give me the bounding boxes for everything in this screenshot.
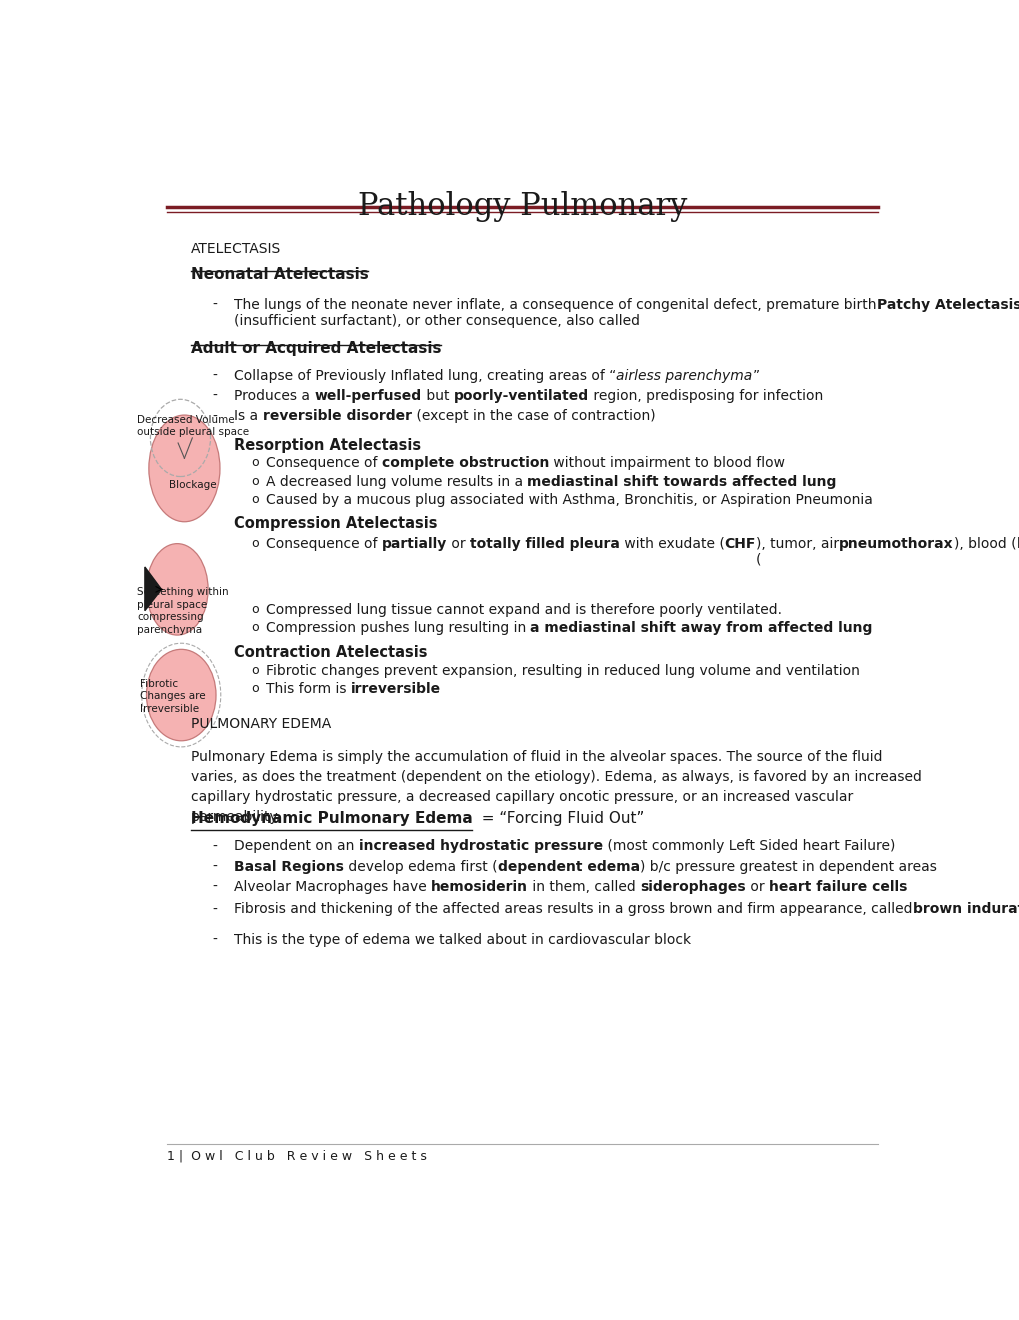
Text: Produces a: Produces a [234,389,314,403]
Text: Contraction Atelectasis: Contraction Atelectasis [234,645,427,660]
Text: = “Forcing Fluid Out”: = “Forcing Fluid Out” [472,810,644,826]
Text: Blockage: Blockage [168,479,216,490]
Text: -: - [212,859,217,874]
Text: o: o [252,602,259,615]
Text: ), tumor, air
(: ), tumor, air ( [755,536,839,566]
Text: -: - [212,297,217,312]
Text: Compressed lung tissue cannot expand and is therefore poorly ventilated.: Compressed lung tissue cannot expand and… [266,602,782,616]
Text: Fibrosis and thickening of the affected areas results in a gross brown and firm : Fibrosis and thickening of the affected … [234,903,912,933]
Text: This form is: This form is [266,682,351,696]
Text: This is the type of edema we talked about in cardiovascular block: This is the type of edema we talked abou… [234,933,691,946]
Text: -: - [212,368,217,383]
Text: ), blood (: ), blood ( [953,536,1016,550]
Text: -: - [212,880,217,894]
Text: partially: partially [381,536,446,550]
Text: dependent edema: dependent edema [497,859,639,874]
Text: Pathology Pulmonary: Pathology Pulmonary [358,191,687,222]
Text: -: - [212,840,217,854]
Text: or: or [745,880,768,894]
Text: PULMONARY EDEMA: PULMONARY EDEMA [191,718,331,731]
Text: Collapse of Previously Inflated lung, creating areas of “: Collapse of Previously Inflated lung, cr… [234,368,615,383]
Text: Consequence of: Consequence of [266,536,381,550]
Text: Compression pushes lung resulting in: Compression pushes lung resulting in [266,620,530,635]
Text: but: but [421,389,453,403]
Text: reversible disorder: reversible disorder [263,409,412,424]
Text: o: o [252,492,259,506]
Text: ATELECTASIS: ATELECTASIS [191,242,280,256]
Text: (most commonly Left Sided heart Failure): (most commonly Left Sided heart Failure) [602,840,895,854]
Text: o: o [252,457,259,469]
Text: ”: ” [752,368,759,383]
Text: CHF: CHF [725,536,755,550]
Text: o: o [252,682,259,694]
Text: -: - [212,933,217,946]
Text: Basal Regions: Basal Regions [234,859,343,874]
Text: Adult or Acquired Atelectasis: Adult or Acquired Atelectasis [191,342,441,356]
Text: brown induration.: brown induration. [912,903,1019,916]
Text: -: - [212,389,217,403]
Text: -: - [212,903,217,916]
Text: or: or [446,536,470,550]
Text: Decreased Volume
outside pleural space: Decreased Volume outside pleural space [137,414,249,437]
Text: Fibrotic changes prevent expansion, resulting in reduced lung volume and ventila: Fibrotic changes prevent expansion, resu… [266,664,859,677]
Text: ) b/c pressure greatest in dependent areas: ) b/c pressure greatest in dependent are… [639,859,935,874]
Text: totally filled pleura: totally filled pleura [470,536,620,550]
Text: a mediastinal shift away from affected lung: a mediastinal shift away from affected l… [530,620,872,635]
Text: Alveolar Macrophages have: Alveolar Macrophages have [234,880,431,894]
Text: pneumothorax: pneumothorax [839,536,953,550]
Text: complete obstruction: complete obstruction [381,457,548,470]
Text: Patchy Atelectasis: Patchy Atelectasis [876,297,1019,312]
Text: hemothorax: hemothorax [1016,536,1019,550]
Ellipse shape [147,544,208,635]
Text: o: o [252,620,259,634]
Text: Dependent on an: Dependent on an [234,840,359,854]
Text: Compression Atelectasis: Compression Atelectasis [234,516,437,531]
Text: increased hydrostatic pressure: increased hydrostatic pressure [359,840,602,854]
Text: heart failure cells: heart failure cells [768,880,907,894]
Text: o: o [252,536,259,549]
Text: Neonatal Atelectasis: Neonatal Atelectasis [191,267,368,282]
Text: poorly-ventilated: poorly-ventilated [453,389,588,403]
Text: Something within
pleural space
compressing
parenchyma: Something within pleural space compressi… [137,587,228,635]
Text: well-perfused: well-perfused [314,389,421,403]
Text: Consequence of: Consequence of [266,457,381,470]
Text: with exudate (: with exudate ( [620,536,725,550]
Text: siderophages: siderophages [640,880,745,894]
Text: Hemodynamic Pulmonary Edema: Hemodynamic Pulmonary Edema [191,810,472,826]
Text: develop edema first (: develop edema first ( [343,859,497,874]
Text: o: o [252,474,259,487]
Text: o: o [252,664,259,677]
Ellipse shape [149,414,220,521]
Text: mediastinal shift towards affected lung: mediastinal shift towards affected lung [527,474,836,488]
Text: -: - [212,409,217,424]
Text: airless parenchyma: airless parenchyma [615,368,752,383]
Text: Is a: Is a [234,409,263,424]
Text: Fibrotic
Changes are
Irreversible: Fibrotic Changes are Irreversible [140,678,206,714]
Text: Caused by a mucous plug associated with Asthma, Bronchitis, or Aspiration Pneumo: Caused by a mucous plug associated with … [266,492,872,507]
Text: hemosiderin: hemosiderin [431,880,528,894]
Text: irreversible: irreversible [351,682,440,696]
Text: 1 |  O w l   C l u b   R e v i e w   S h e e t s: 1 | O w l C l u b R e v i e w S h e e t … [167,1150,427,1163]
Ellipse shape [147,649,216,741]
Text: region, predisposing for infection: region, predisposing for infection [588,389,822,403]
Text: Pulmonary Edema is simply the accumulation of fluid in the alveolar spaces. The : Pulmonary Edema is simply the accumulati… [191,750,921,824]
Text: in them, called: in them, called [528,880,640,894]
Text: (except in the case of contraction): (except in the case of contraction) [412,409,654,424]
Text: The lungs of the neonate never inflate, a consequence of congenital defect, prem: The lungs of the neonate never inflate, … [234,297,876,327]
Text: without impairment to blood flow: without impairment to blood flow [548,457,785,470]
Polygon shape [145,568,161,611]
Text: A decreased lung volume results in a: A decreased lung volume results in a [266,474,527,488]
Text: Resorption Atelectasis: Resorption Atelectasis [234,438,421,453]
